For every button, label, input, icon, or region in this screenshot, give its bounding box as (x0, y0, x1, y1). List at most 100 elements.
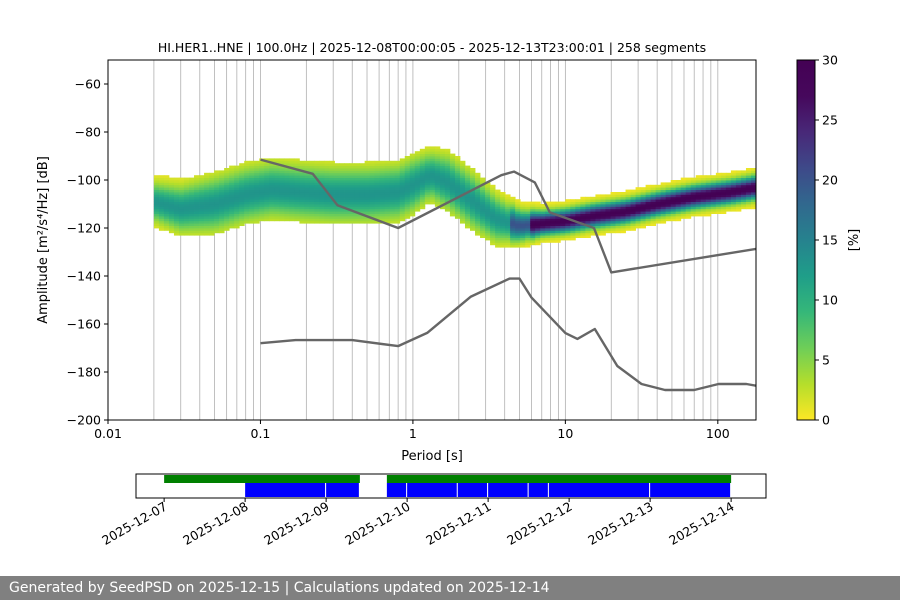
heatmap-cell (610, 196, 616, 200)
heatmap-cell (294, 216, 300, 219)
heatmap-cell (650, 192, 657, 195)
heatmap-cell (269, 165, 275, 169)
heatmap-cell (178, 180, 185, 183)
heatmap-cell (369, 182, 376, 186)
heatmap-cell (464, 211, 471, 214)
heatmap-cell (580, 196, 586, 200)
heatmap-cell (158, 228, 165, 231)
heatmap-cell (449, 160, 456, 164)
heatmap-cell (269, 182, 275, 186)
heatmap-cell (635, 225, 641, 229)
heatmap-cell (214, 208, 220, 212)
heatmap-cell (580, 232, 586, 236)
heatmap-cell (580, 228, 586, 231)
heatmap-cell (459, 177, 466, 181)
heatmap-cell (720, 204, 727, 207)
heatmap-cell (464, 223, 471, 226)
heatmap-cell (555, 225, 561, 229)
heatmap-cell (675, 201, 682, 205)
heatmap-cell (655, 216, 662, 219)
heatmap-cell (630, 206, 636, 210)
heatmap-cell (650, 187, 657, 190)
heatmap-cell (279, 165, 285, 169)
heatmap-cell (434, 180, 441, 183)
heatmap-cell (289, 182, 295, 186)
data-available-bar (164, 475, 360, 483)
heatmap-cell (234, 211, 240, 214)
heatmap-cell (525, 208, 531, 212)
heatmap-cell (204, 201, 210, 205)
heatmap-cell (194, 220, 200, 224)
heatmap-cell (695, 182, 702, 186)
heatmap-cell (464, 182, 471, 186)
heatmap-cell (720, 182, 727, 186)
heatmap-cell (299, 216, 305, 219)
heatmap-cell (449, 170, 456, 174)
heatmap-cell (409, 175, 416, 178)
heatmap-cell (414, 201, 421, 205)
heatmap-cell (299, 199, 305, 202)
heatmap-cell (424, 175, 431, 178)
heatmap-cell (369, 211, 376, 214)
heatmap-cell (264, 158, 270, 162)
heatmap-cell (434, 199, 441, 202)
heatmap-cell (555, 208, 561, 212)
heatmap-cell (439, 177, 446, 181)
heatmap-cell (364, 194, 371, 198)
heatmap-cell (209, 184, 215, 188)
heatmap-cell (480, 206, 486, 210)
heatmap-cell (259, 196, 265, 200)
heatmap-cell (730, 177, 737, 181)
heatmap-cell (690, 208, 697, 212)
heatmap-cell (339, 182, 345, 186)
heatmap-cell (214, 228, 220, 231)
heatmap-cell (249, 170, 255, 174)
heatmap-cell (459, 199, 466, 202)
heatmap-cell (204, 180, 210, 183)
heatmap-cell (219, 187, 225, 190)
heatmap-cell (409, 172, 416, 176)
heatmap-cell (379, 196, 386, 200)
heatmap-cell (194, 223, 200, 226)
heatmap-cell (314, 213, 320, 217)
heatmap-cell (590, 206, 596, 210)
heatmap-cell (580, 213, 586, 217)
heatmap-cell (364, 187, 371, 190)
heatmap-cell (299, 175, 305, 178)
heatmap-cell (655, 196, 662, 200)
heatmap-cell (354, 206, 361, 210)
heatmap-cell (580, 235, 586, 238)
heatmap-cell (424, 146, 431, 150)
heatmap-cell (630, 218, 636, 222)
heatmap-cell (459, 175, 466, 178)
heatmap-cell (299, 184, 305, 188)
heatmap-cell (650, 206, 657, 210)
heatmap-cell (715, 180, 722, 183)
heatmap-cell (414, 168, 421, 171)
heatmap-cell (720, 172, 727, 176)
heatmap-cell (404, 194, 411, 198)
heatmap-cell (349, 196, 355, 200)
heatmap-cell (254, 187, 260, 190)
heatmap-cell (294, 192, 300, 195)
heatmap-cell (585, 218, 591, 222)
heatmap-cell (199, 177, 205, 181)
heatmap-cell (259, 175, 265, 178)
heatmap-cell (399, 213, 406, 217)
heatmap-cell (645, 211, 652, 214)
heatmap-cell (254, 163, 260, 166)
heatmap-cell (665, 187, 672, 190)
heatmap-cell (173, 208, 180, 212)
heatmap-cell (284, 180, 290, 183)
heatmap-cell (469, 192, 476, 195)
heatmap-cell (339, 187, 345, 190)
heatmap-cell (224, 189, 230, 193)
heatmap-cell (324, 170, 330, 174)
heatmap-cell (404, 177, 411, 181)
heatmap-cell (158, 175, 165, 178)
heatmap-cell (670, 213, 677, 217)
heatmap-cell (565, 228, 571, 231)
heatmap-cell (379, 170, 386, 174)
heatmap-cell (279, 182, 285, 186)
heatmap-cell (269, 196, 275, 200)
